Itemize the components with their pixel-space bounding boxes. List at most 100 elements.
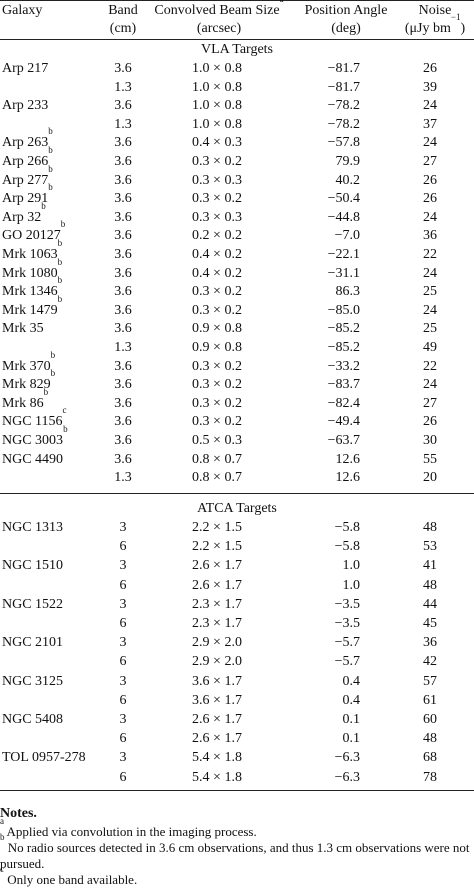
beam-size-cell: 0.4 × 0.2 bbox=[168, 265, 266, 283]
beam-size-cell-text: 3.6 × 1.7 bbox=[192, 673, 242, 689]
beam-size-cell: 1.0 × 0.8 bbox=[168, 79, 266, 97]
position-angle-cell: −57.8 bbox=[300, 134, 360, 152]
galaxy-cell: Mrk 1063b bbox=[2, 239, 62, 264]
header-beam: Convolved Beam Sizea (arcsec) bbox=[144, 0, 294, 38]
table-row: NGC 2101 3 2.9 × 2.0 −5.7 36 bbox=[0, 634, 474, 652]
band-cell: 6 bbox=[106, 615, 140, 633]
band-cell-text: 3 bbox=[119, 712, 127, 727]
beam-size-cell-text: 0.3 × 0.2 bbox=[192, 154, 242, 169]
noise-cell-text: 26 bbox=[423, 414, 437, 430]
beam-size-cell: 0.4 × 0.3 bbox=[168, 134, 266, 152]
beam-size-cell-text: 1.0 × 0.8 bbox=[192, 116, 242, 132]
galaxy-footnote-mark: b bbox=[60, 219, 66, 230]
footnote-c-text: Only one band available. bbox=[4, 872, 138, 887]
position-angle-cell-text: 0.1 bbox=[342, 712, 361, 727]
band-cell: 3.6 bbox=[106, 209, 140, 227]
noise-cell: 45 bbox=[410, 615, 450, 633]
galaxy-cell-text: NGC 1522 bbox=[2, 596, 64, 612]
beam-size-cell-text: 2.6 × 1.7 bbox=[192, 577, 242, 593]
galaxy-cell-text: Arp 32 bbox=[2, 209, 42, 225]
noise-cell: 57 bbox=[410, 673, 450, 691]
band-cell: 3.6 bbox=[106, 302, 140, 320]
position-angle-cell-text: 12.6 bbox=[335, 451, 361, 467]
beam-size-cell: 3.6 × 1.7 bbox=[168, 692, 266, 710]
header-noise-exponent: −1 bbox=[450, 12, 461, 22]
noise-cell: 48 bbox=[410, 577, 450, 595]
noise-cell: 60 bbox=[410, 711, 450, 729]
position-angle-cell: 0.1 bbox=[300, 711, 361, 729]
noise-cell-text: 68 bbox=[423, 750, 437, 766]
galaxy-cell-text: NGC 1313 bbox=[2, 520, 64, 535]
band-cell-text: 1.3 bbox=[114, 470, 132, 486]
galaxy-cell-text: NGC 3003 bbox=[2, 433, 64, 448]
table-row: NGC 4490 3.6 0.8 × 0.7 12.6 55 bbox=[0, 451, 474, 469]
noise-cell: 25 bbox=[410, 320, 450, 338]
footnote-a-mark: a bbox=[0, 816, 4, 826]
band-cell: 3.6 bbox=[106, 413, 140, 431]
position-angle-cell: −81.7 bbox=[300, 79, 360, 97]
position-angle-cell: −85.2 bbox=[300, 320, 360, 338]
beam-size-cell: 0.3 × 0.3 bbox=[168, 172, 266, 190]
noise-cell-text: 20 bbox=[423, 470, 437, 486]
band-cell-text: 3 bbox=[119, 673, 127, 689]
galaxy-cell-text: Arp 266 bbox=[2, 154, 49, 169]
beam-size-cell-text: 2.6 × 1.7 bbox=[192, 731, 242, 747]
galaxy-footnote-mark: b bbox=[43, 386, 49, 397]
beam-size-cell: 0.5 × 0.3 bbox=[168, 432, 266, 450]
noise-cell: 27 bbox=[410, 153, 450, 171]
galaxy-cell: Arp 217 bbox=[2, 60, 48, 78]
band-cell: 3.6 bbox=[106, 134, 140, 152]
band-cell: 3.6 bbox=[106, 451, 140, 469]
table-row: Mrk 370b 3.6 0.3 × 0.2 −33.2 22 bbox=[0, 350, 474, 376]
position-angle-cell: 40.2 bbox=[300, 172, 361, 190]
position-angle-cell: −33.2 bbox=[300, 358, 360, 376]
position-angle-cell: −78.2 bbox=[300, 116, 360, 134]
band-cell-text: 3.6 bbox=[114, 433, 132, 448]
position-angle-cell-text: −5.8 bbox=[334, 539, 360, 555]
notes-title: Notes. bbox=[0, 806, 37, 821]
beam-size-cell-text: 0.8 × 0.7 bbox=[192, 451, 242, 467]
band-cell-text: 3.6 bbox=[114, 209, 132, 225]
position-angle-cell: 79.9 bbox=[300, 153, 361, 171]
position-angle-cell-text: −6.3 bbox=[334, 769, 360, 785]
band-cell-text: 3.6 bbox=[114, 321, 132, 337]
beam-size-cell: 0.9 × 0.8 bbox=[168, 320, 266, 338]
band-cell: 3.6 bbox=[106, 153, 140, 171]
beam-size-cell: 5.4 × 1.8 bbox=[168, 769, 266, 787]
noise-cell: 37 bbox=[410, 116, 450, 134]
band-cell: 1.3 bbox=[106, 339, 140, 357]
position-angle-cell-text: −78.2 bbox=[327, 116, 360, 132]
band-cell: 3.6 bbox=[106, 190, 140, 208]
footnote-a: a Applied via convolution in the imaging… bbox=[0, 817, 474, 840]
header-pa-line2: (deg) bbox=[331, 21, 361, 36]
beam-size-cell-text: 5.4 × 1.8 bbox=[192, 750, 242, 766]
noise-cell: 24 bbox=[410, 265, 450, 283]
position-angle-cell-text: −63.7 bbox=[327, 433, 360, 448]
band-cell-text: 6 bbox=[119, 577, 127, 593]
band-cell: 3.6 bbox=[106, 265, 140, 283]
beam-size-cell-text: 0.3 × 0.3 bbox=[192, 209, 242, 225]
band-cell-text: 6 bbox=[119, 616, 127, 631]
band-cell-text: 3.6 bbox=[114, 358, 132, 374]
noise-cell-text: 22 bbox=[423, 358, 437, 374]
galaxy-cell: Mrk 1479b bbox=[2, 294, 62, 320]
band-cell: 6 bbox=[106, 653, 140, 671]
noise-cell: 24 bbox=[410, 134, 450, 152]
section-title-vla: VLA Targets bbox=[201, 42, 273, 57]
noise-cell: 26 bbox=[410, 60, 450, 78]
table-row: NGC 3125 3 3.6 × 1.7 0.4 57 bbox=[0, 673, 474, 691]
position-angle-cell-text: −85.2 bbox=[327, 340, 360, 355]
galaxy-footnote-mark: b bbox=[48, 126, 53, 137]
noise-cell: 26 bbox=[410, 413, 450, 431]
position-angle-cell-text: −78.2 bbox=[327, 98, 360, 114]
footnote-c-mark: c bbox=[0, 864, 4, 874]
noise-cell-text: 24 bbox=[423, 377, 437, 393]
galaxy-cell-text: Mrk 1080 bbox=[2, 265, 58, 281]
beam-size-cell: 2.3 × 1.7 bbox=[168, 596, 266, 614]
noise-cell-text: 78 bbox=[423, 769, 437, 785]
galaxy-footnote-mark: b bbox=[57, 293, 63, 304]
galaxy-cell: Mrk 35 bbox=[2, 320, 44, 338]
band-cell-text: 3.6 bbox=[114, 284, 132, 300]
noise-cell-text: 26 bbox=[423, 172, 437, 188]
table-row: NGC 5408 3 2.6 × 1.7 0.1 60 bbox=[0, 711, 474, 729]
